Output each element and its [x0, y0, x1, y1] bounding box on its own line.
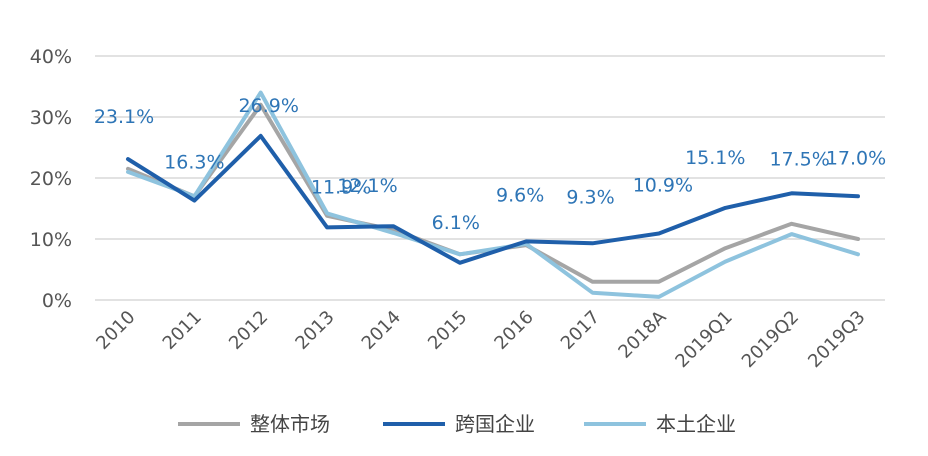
- y-tick-label: 40%: [30, 46, 72, 68]
- data-label: 6.1%: [432, 212, 480, 234]
- series-line-2: [126, 90, 860, 299]
- x-tick-label: 2019Q3: [804, 307, 869, 372]
- x-tick-label: 2018A: [614, 306, 670, 362]
- y-tick-label: 30%: [30, 107, 72, 129]
- x-tick-label: 2011: [159, 307, 206, 354]
- legend-label: 跨国企业: [455, 412, 535, 436]
- data-label: 10.9%: [633, 175, 693, 197]
- data-label: 17.5%: [769, 148, 829, 170]
- data-label: 11.9%: [311, 176, 371, 198]
- data-label: 17.0%: [826, 147, 886, 169]
- y-tick-label: 10%: [30, 229, 72, 251]
- y-tick-label: 20%: [30, 168, 72, 190]
- legend-label: 本土企业: [656, 412, 736, 436]
- data-label: 12.1%: [337, 175, 397, 197]
- y-axis-ticks: 0% 10% 20% 30% 40%: [30, 46, 72, 312]
- x-tick-label: 2015: [424, 307, 471, 354]
- legend: 整体市场 跨国企业 本土企业: [178, 412, 736, 436]
- x-tick-label: 2014: [358, 307, 405, 354]
- x-tick-label: 2012: [225, 307, 272, 354]
- data-label: 23.1%: [94, 106, 154, 128]
- x-tick-label: 2010: [92, 307, 139, 354]
- data-label: 9.3%: [566, 186, 614, 208]
- data-label: 9.6%: [496, 184, 544, 206]
- grid-lines: [95, 55, 885, 301]
- x-tick-label: 2019Q1: [671, 307, 736, 372]
- y-tick-label: 0%: [42, 290, 72, 312]
- x-tick-label: 2017: [557, 307, 604, 354]
- x-tick-label: 2013: [291, 307, 338, 354]
- data-label: 16.3%: [164, 152, 224, 174]
- series-lines: [126, 90, 860, 299]
- series-line-1: [126, 133, 860, 265]
- data-labels: 23.1% 16.3% 26.9% 11.9%12.1% 6.1% 9.6% 9.3% 10.…: [94, 95, 886, 234]
- x-axis-ticks: 2010 2011 2012 2013 2014 2015 2016 2017 2018A 201…: [92, 306, 869, 372]
- x-tick-label: 2019Q2: [738, 307, 803, 372]
- legend-label: 整体市场: [250, 412, 330, 436]
- data-label: 26.9%: [239, 95, 299, 117]
- data-label: 15.1%: [685, 147, 745, 169]
- x-tick-label: 2016: [490, 307, 537, 354]
